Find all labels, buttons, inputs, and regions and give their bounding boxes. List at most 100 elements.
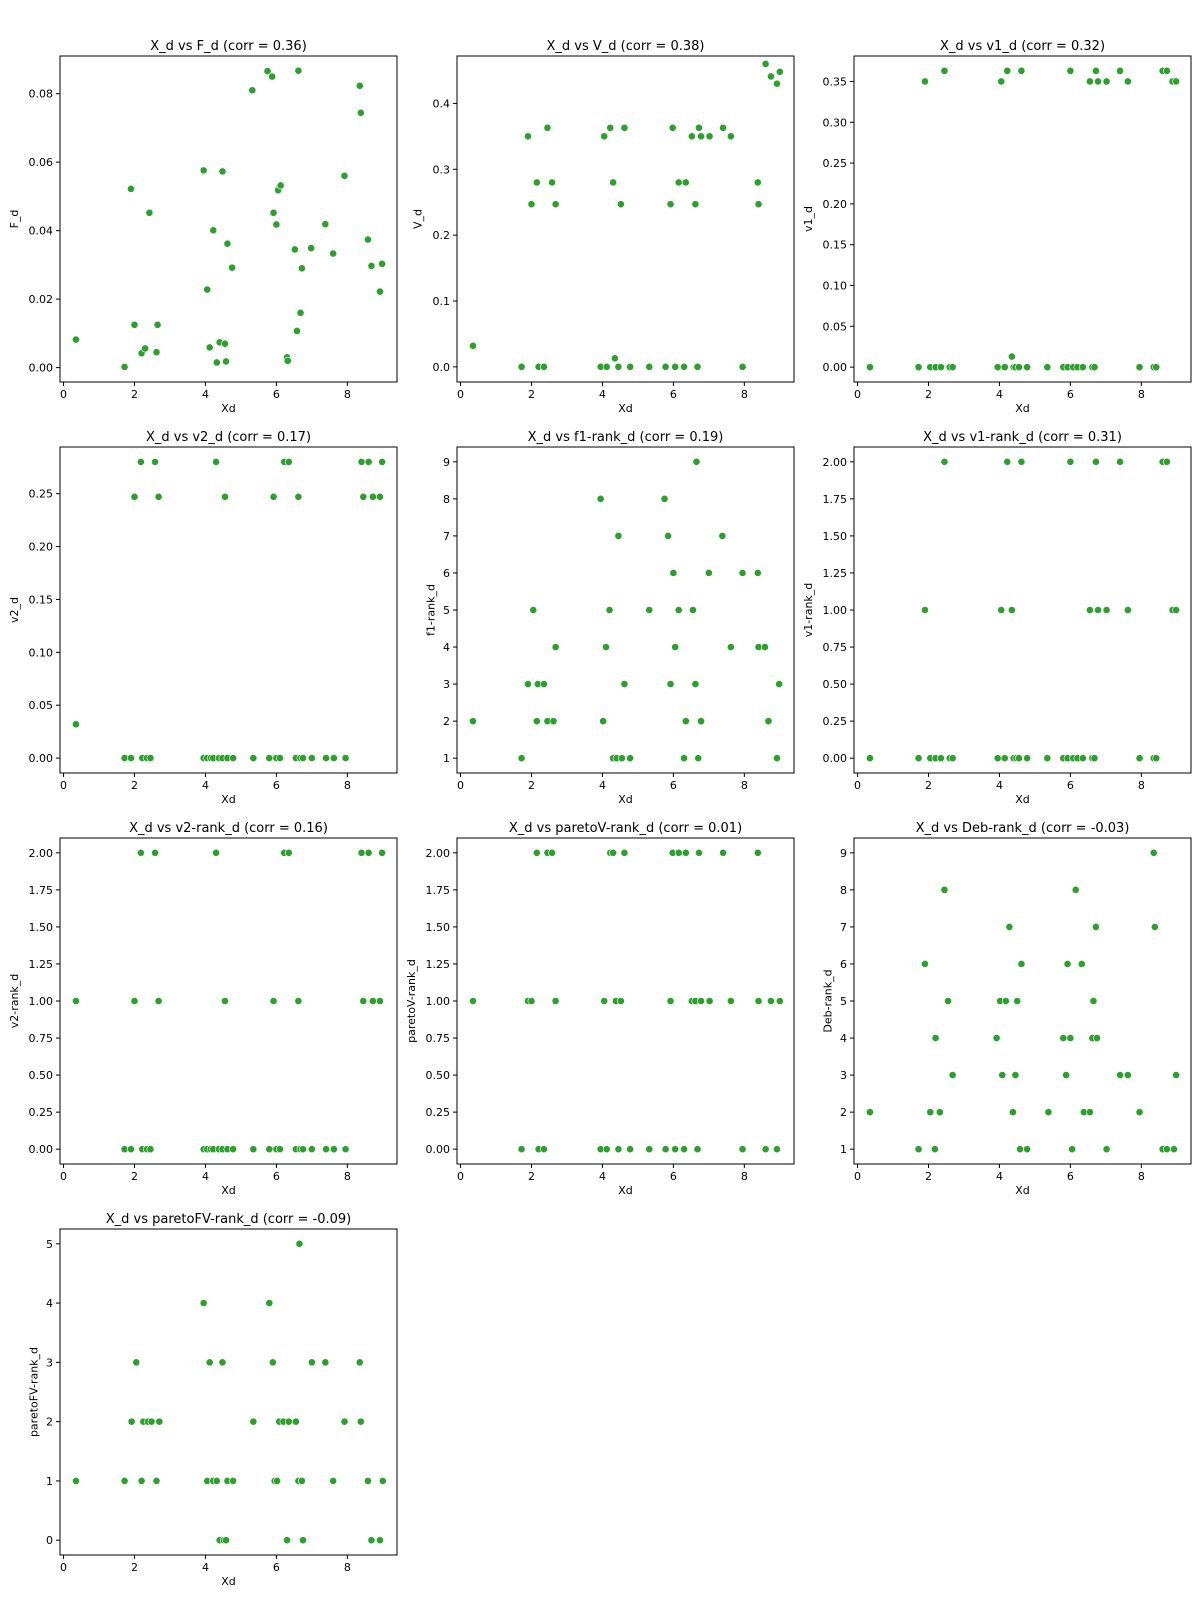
data-point bbox=[218, 167, 227, 176]
y-tick-label: 0.10 bbox=[823, 280, 848, 293]
x-tick-label: 8 bbox=[741, 388, 748, 401]
data-point bbox=[120, 1477, 129, 1485]
data-point bbox=[1068, 1145, 1077, 1154]
x-axis-label: Xd bbox=[1015, 402, 1030, 415]
data-point bbox=[775, 680, 783, 688]
y-tick-label: 3 bbox=[443, 678, 450, 691]
x-tick-label: 0 bbox=[60, 779, 67, 792]
data-point bbox=[283, 356, 292, 365]
data-point bbox=[209, 226, 218, 235]
y-tick-label: 0.05 bbox=[29, 699, 54, 712]
y-tick-label: 3 bbox=[840, 1069, 847, 1082]
data-point bbox=[775, 67, 784, 76]
data-point bbox=[753, 848, 762, 857]
x-tick-label: 2 bbox=[528, 388, 535, 401]
x-tick-label: 6 bbox=[1067, 388, 1074, 401]
data-point bbox=[155, 1417, 164, 1426]
y-tick-label: 0.15 bbox=[29, 593, 54, 606]
data-point bbox=[340, 171, 349, 180]
y-axis-label: F_d bbox=[8, 210, 21, 229]
data-point bbox=[1135, 1108, 1144, 1117]
x-axis-label: Xd bbox=[618, 402, 633, 415]
y-tick-label: 4 bbox=[840, 1032, 847, 1045]
x-tick-label: 8 bbox=[1138, 779, 1145, 792]
data-point bbox=[616, 200, 625, 209]
data-point bbox=[359, 997, 368, 1005]
data-point bbox=[341, 1145, 350, 1154]
y-tick-label: 0.04 bbox=[29, 225, 54, 238]
data-point bbox=[1152, 363, 1161, 372]
data-point bbox=[290, 245, 299, 254]
plot-frame bbox=[456, 446, 795, 774]
data-point bbox=[680, 1145, 688, 1154]
data-point bbox=[1086, 606, 1094, 614]
data-point bbox=[1094, 606, 1102, 614]
data-point bbox=[1015, 363, 1023, 372]
x-tick-label: 2 bbox=[131, 779, 138, 792]
data-point bbox=[997, 606, 1006, 614]
data-point bbox=[376, 492, 384, 501]
data-point bbox=[284, 1417, 293, 1426]
data-point bbox=[753, 569, 762, 577]
subplot-title: X_d vs F_d (corr = 0.36) bbox=[150, 39, 307, 54]
x-tick-label: 8 bbox=[1138, 388, 1145, 401]
data-point bbox=[524, 680, 532, 688]
plot-frame bbox=[456, 55, 795, 383]
data-point bbox=[671, 643, 680, 651]
data-point bbox=[697, 717, 705, 726]
x-tick-label: 2 bbox=[528, 1170, 535, 1183]
y-axis-label: Deb-rank_d bbox=[822, 969, 835, 1032]
data-point bbox=[212, 358, 221, 367]
y-tick-label: 2.00 bbox=[29, 847, 54, 860]
data-point bbox=[1135, 754, 1144, 763]
data-point bbox=[221, 997, 229, 1005]
data-point bbox=[609, 178, 617, 187]
data-point bbox=[378, 259, 386, 268]
y-tick-label: 4 bbox=[443, 641, 450, 654]
data-point bbox=[359, 492, 368, 501]
y-tick-label: 0.75 bbox=[29, 1032, 54, 1045]
data-point bbox=[671, 1145, 680, 1154]
data-point bbox=[691, 200, 700, 209]
data-point bbox=[1092, 66, 1100, 75]
data-point bbox=[268, 1358, 277, 1367]
x-tick-label: 0 bbox=[457, 779, 464, 792]
subplot-title: X_d vs paretoV-rank_d (corr = 0.01) bbox=[509, 821, 742, 836]
x-tick-label: 6 bbox=[273, 1170, 280, 1183]
data-point bbox=[376, 287, 384, 296]
y-tick-label: 5 bbox=[840, 995, 847, 1008]
data-point bbox=[726, 997, 735, 1005]
y-tick-label: 5 bbox=[46, 1238, 53, 1251]
data-point bbox=[469, 717, 477, 726]
y-tick-label: 0.15 bbox=[823, 239, 848, 252]
data-point bbox=[600, 132, 609, 141]
data-point bbox=[1102, 77, 1111, 86]
x-tick-label: 6 bbox=[670, 779, 677, 792]
data-point bbox=[1015, 754, 1023, 763]
data-point bbox=[72, 335, 80, 344]
data-point bbox=[378, 458, 386, 466]
data-point bbox=[1023, 1145, 1032, 1154]
x-tick-label: 2 bbox=[925, 388, 932, 401]
data-point bbox=[1016, 1145, 1024, 1154]
x-tick-label: 4 bbox=[599, 779, 606, 792]
x-tick-label: 2 bbox=[131, 388, 138, 401]
data-point bbox=[1007, 352, 1016, 361]
data-point bbox=[145, 208, 154, 217]
data-point bbox=[205, 343, 214, 352]
data-point bbox=[1017, 960, 1026, 968]
data-point bbox=[130, 492, 139, 501]
data-point bbox=[1059, 1034, 1068, 1042]
y-tick-label: 1 bbox=[840, 1143, 847, 1156]
data-point bbox=[726, 132, 735, 141]
data-point bbox=[614, 362, 623, 371]
data-point bbox=[926, 1108, 935, 1117]
data-point bbox=[212, 1477, 221, 1485]
y-tick-label: 0.30 bbox=[823, 116, 848, 129]
data-point bbox=[296, 308, 305, 317]
data-point bbox=[152, 1477, 161, 1485]
x-tick-label: 4 bbox=[996, 779, 1003, 792]
data-point bbox=[527, 200, 536, 209]
y-tick-label: 1.50 bbox=[426, 921, 451, 934]
